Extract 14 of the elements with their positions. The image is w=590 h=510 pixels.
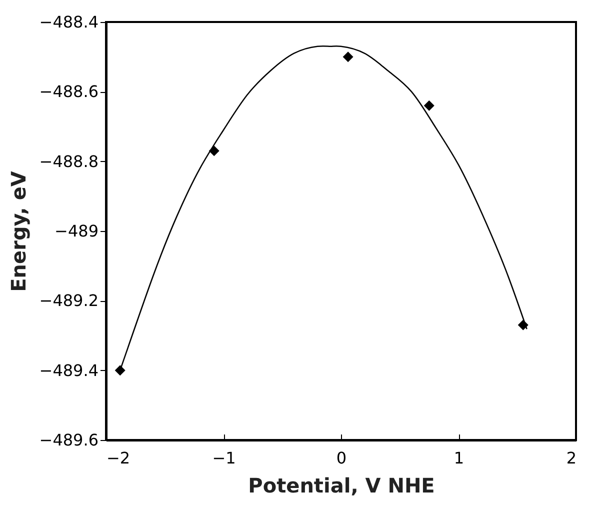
y-tick-label: −489.2 <box>39 291 98 310</box>
x-tick-label: 0 <box>336 448 347 468</box>
x-tick-label: −2 <box>106 448 130 468</box>
y-tick-label: −488.4 <box>39 12 98 32</box>
y-axis-title: Energy, eV <box>6 170 30 292</box>
y-tick-label: −489.6 <box>39 430 98 450</box>
y-tick-label: −489 <box>54 222 98 240</box>
x-tick-label: 1 <box>454 448 464 468</box>
y-tick-label: −488.6 <box>39 82 98 102</box>
x-tick-label: −1 <box>212 448 236 468</box>
x-tick-label: 2 <box>566 448 576 468</box>
y-tick-label: −489.4 <box>39 360 98 380</box>
y-tick-label: −488.8 <box>39 152 98 171</box>
x-axis-title: Potential, V NHE <box>248 474 435 498</box>
